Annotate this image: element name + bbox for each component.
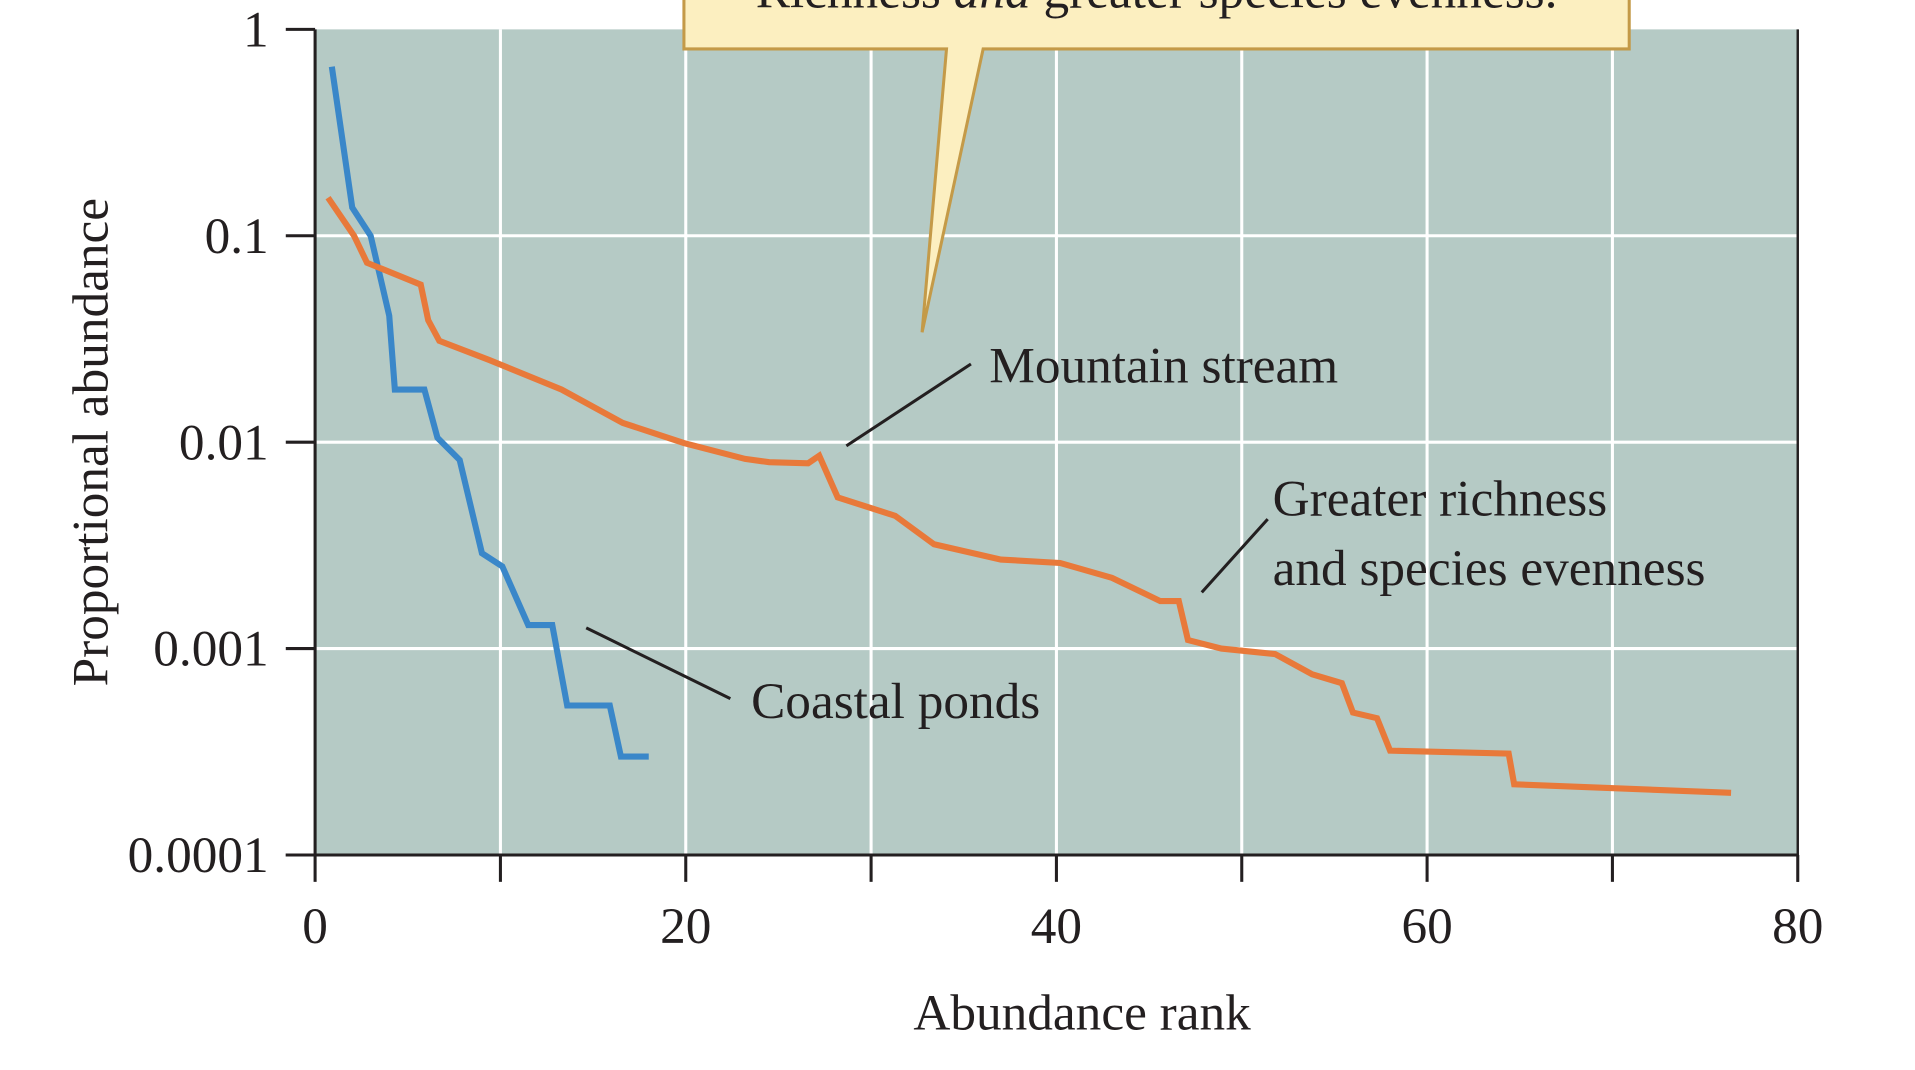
y-tick-label: 0.001 xyxy=(153,621,268,678)
greater-richness-label-line1: Greater richness xyxy=(1273,470,1608,527)
callout-text: Richness and greater species evenness. xyxy=(756,0,1558,19)
y-tick-label: 1 xyxy=(243,1,269,58)
x-tick-label: 40 xyxy=(1031,898,1082,955)
y-tick-label: 0.1 xyxy=(205,208,269,265)
coastal-ponds-leader xyxy=(585,626,732,701)
mountain-stream-label: Mountain stream xyxy=(989,337,1338,394)
series-line-mountain-stream xyxy=(325,195,1732,796)
y-axis-label: Proportional abundance xyxy=(62,198,119,686)
x-tick-label: 20 xyxy=(660,898,711,955)
y-tick-label: 0.0001 xyxy=(128,827,269,884)
greater-richness-leader xyxy=(1200,518,1269,594)
greater-richness-label-line2: and species evenness xyxy=(1273,540,1706,597)
callout-box: Richness and greater species evenness. xyxy=(682,0,1631,333)
x-tick-label: 60 xyxy=(1401,898,1452,955)
y-tick-label: 0.01 xyxy=(179,414,269,471)
series-line-coastal-ponds xyxy=(328,66,649,760)
axes: 0 20 40 60 80 1 0.1 0.01 0.001 0.0001 xyxy=(128,1,1824,954)
coastal-ponds-label: Coastal ponds xyxy=(751,673,1040,730)
mountain-stream-leader xyxy=(845,362,972,448)
x-tick-label: 0 xyxy=(302,898,328,955)
series-lines xyxy=(325,66,1732,796)
x-tick-label: 80 xyxy=(1772,898,1823,955)
x-axis-label: Abundance rank xyxy=(913,985,1251,1042)
